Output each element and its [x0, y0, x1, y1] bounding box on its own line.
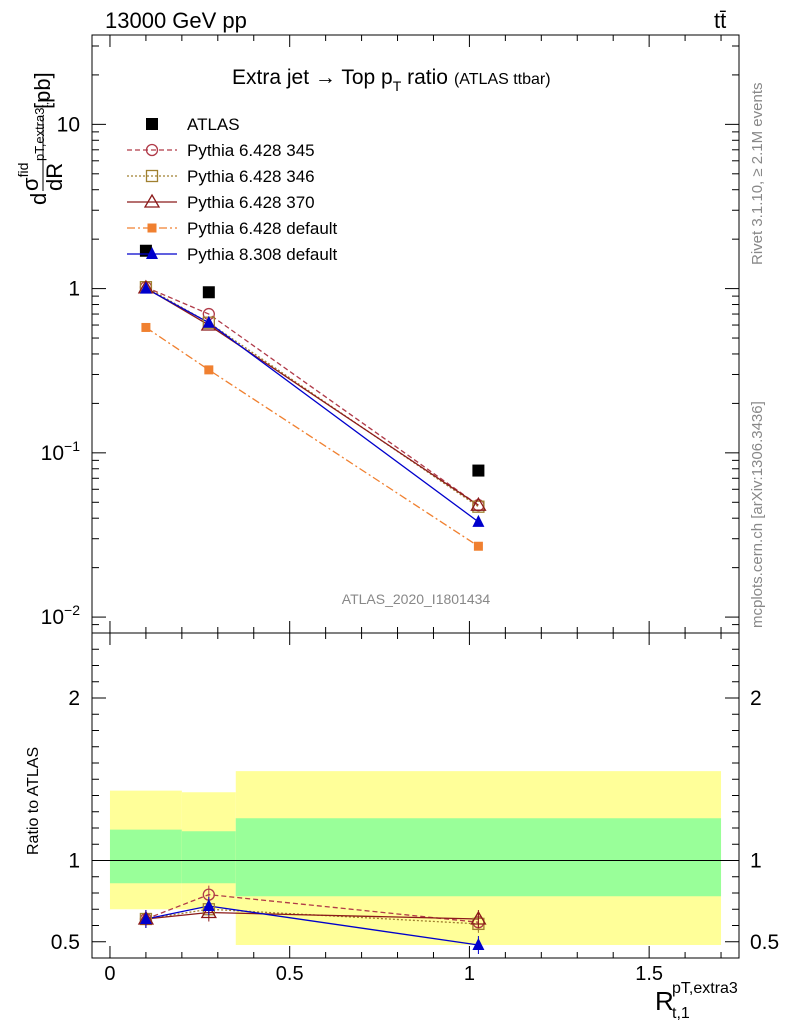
y-tick-label: 10 [57, 113, 80, 136]
data-point [202, 286, 215, 299]
data-point [141, 322, 151, 332]
x-tick-label: 1.5 [635, 963, 663, 985]
rivet-version-label: Rivet 3.1.10, ≥ 2.1M events [749, 83, 766, 266]
legend-marker [147, 223, 157, 233]
analysis-watermark: ATLAS_2020_I1801434 [342, 591, 491, 607]
series-line [145, 288, 479, 523]
legend-label: ATLAS [187, 115, 240, 134]
chart-title: Extra jet → Top pT ratio (ATLAS ttbar) [232, 66, 551, 94]
svg-text:dR: dR [42, 163, 67, 191]
series-line [145, 326, 479, 547]
ratio-y-tick-label-right: 2 [750, 687, 762, 710]
legend-label: Pythia 8.308 default [187, 245, 338, 264]
ratio-line [145, 908, 479, 925]
svg-text:d: d [26, 193, 51, 205]
x-tick-label: 1 [464, 963, 475, 985]
legend-marker [146, 118, 158, 130]
ratio-y-tick-label: 1 [68, 850, 80, 873]
ratio-point [470, 910, 487, 925]
ratio-y-tick-label-right: 1 [750, 850, 762, 873]
ratio-y-axis-label: Ratio to ATLAS [25, 747, 42, 855]
svg-text:σfid: σfid [15, 163, 43, 191]
process-label: tt̄ [714, 8, 726, 33]
series-line [145, 286, 479, 506]
legend-marker [145, 169, 159, 183]
legend-marker [145, 143, 159, 157]
ratio-point [472, 938, 485, 950]
legend-label: Pythia 6.428 345 [187, 141, 315, 160]
main-y-axis-label: d σfid dR pT,extra3t,1 [pb] [15, 72, 67, 205]
data-point [472, 464, 485, 477]
data-point [139, 281, 152, 294]
data-point [204, 365, 214, 375]
series-line [145, 286, 479, 508]
legend-label: Pythia 6.428 346 [187, 167, 315, 186]
green-band [181, 831, 236, 884]
green-band [109, 829, 182, 884]
data-point [202, 315, 215, 328]
y-tick-label: 10−1 [41, 438, 81, 465]
svg-text:pT,extra3t,1: pT,extra3t,1 [32, 96, 51, 161]
data-point [472, 514, 485, 527]
svg-text:R: R [655, 986, 674, 1016]
y-tick-label: 10−2 [41, 602, 81, 629]
legend: ATLAS Pythia 6.428 345 Pythia 6.428 346 Pyt… [127, 115, 338, 264]
x-tick-label: 0.5 [276, 963, 304, 985]
legend-label: Pythia 6.428 370 [187, 193, 315, 212]
ratio-y-tick-label: 0.5 [51, 931, 80, 954]
ratio-point [139, 912, 152, 924]
data-point [470, 496, 487, 511]
legend-label: Pythia 6.428 default [187, 219, 338, 238]
legend-marker [143, 193, 161, 208]
ratio-y-tick-label: 2 [68, 687, 80, 710]
svg-text:pT,extra3: pT,extra3 [672, 980, 738, 997]
series-line [145, 287, 479, 506]
ratio-y-tick-label-right: 0.5 [750, 931, 779, 954]
ratio-point [200, 904, 217, 919]
svg-text:t,1: t,1 [672, 1005, 690, 1022]
legend-marker [146, 247, 158, 259]
data-point [473, 541, 483, 551]
y-tick-label: 1 [68, 278, 80, 301]
ratio-point [202, 899, 215, 911]
uncertainty-bands [92, 771, 739, 945]
green-band [235, 818, 722, 897]
x-axis-label: R pT,extra3 t,1 [655, 980, 738, 1022]
svg-text:[pb]: [pb] [30, 72, 55, 109]
x-tick-label: 0 [104, 963, 115, 985]
axis-ticks: 0 0.5 1 1.5 10 1 10−1 10−2 0.5 0.5 1 1 2 2 [41, 35, 779, 985]
energy-label: 13000 GeV pp [105, 8, 247, 33]
mcplots-label: mcplots.cern.ch [arXiv:1306.3436] [749, 401, 766, 628]
